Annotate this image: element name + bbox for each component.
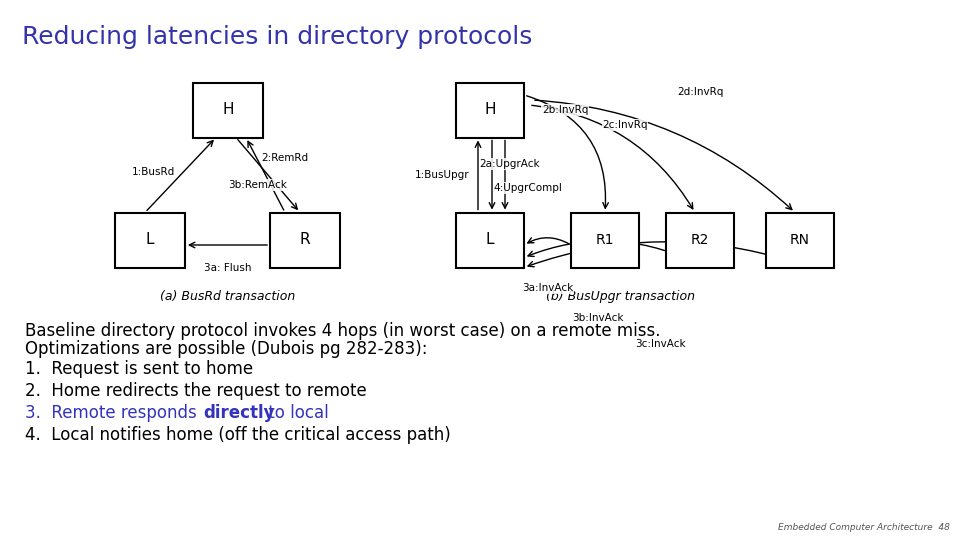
Bar (270, 213, 340, 267)
Bar (193, 83, 263, 138)
Text: 3b:RemAck: 3b:RemAck (228, 180, 287, 190)
Text: 2:RemRd: 2:RemRd (261, 153, 308, 163)
Text: R: R (300, 233, 310, 247)
Text: 3.  Remote responds: 3. Remote responds (25, 404, 202, 422)
Text: 3b:InvAck: 3b:InvAck (572, 313, 624, 323)
Bar (571, 213, 639, 267)
Text: 1.  Request is sent to home: 1. Request is sent to home (25, 360, 253, 378)
Text: to local: to local (263, 404, 328, 422)
Text: Baseline directory protocol invokes 4 hops (in worst case) on a remote miss.: Baseline directory protocol invokes 4 ho… (25, 322, 660, 340)
Text: R1: R1 (596, 233, 614, 247)
Text: R2: R2 (691, 233, 709, 247)
Text: 2a:UpgrAck: 2a:UpgrAck (480, 159, 540, 169)
Bar (666, 213, 734, 267)
Text: H: H (223, 103, 233, 118)
Text: Reducing latencies in directory protocols: Reducing latencies in directory protocol… (22, 25, 533, 49)
Bar (456, 83, 524, 138)
Bar (115, 213, 185, 267)
Text: directly: directly (203, 404, 275, 422)
Text: 3a: Flush: 3a: Flush (204, 263, 252, 273)
Text: 2d:InvRq: 2d:InvRq (677, 87, 723, 97)
Text: H: H (484, 103, 495, 118)
Text: 3a:InvAck: 3a:InvAck (522, 283, 574, 293)
Text: 1:BusRd: 1:BusRd (132, 167, 175, 177)
Text: 2b:InvRq: 2b:InvRq (541, 105, 588, 115)
Bar (456, 213, 524, 267)
Text: RN: RN (790, 233, 810, 247)
Text: Optimizations are possible (Dubois pg 282-283):: Optimizations are possible (Dubois pg 28… (25, 340, 427, 358)
Text: (b) BusUpgr transaction: (b) BusUpgr transaction (545, 290, 694, 303)
Text: 2c:InvRq: 2c:InvRq (602, 120, 648, 130)
Text: 2.  Home redirects the request to remote: 2. Home redirects the request to remote (25, 382, 367, 400)
Text: L: L (146, 233, 155, 247)
Text: Embedded Computer Architecture  48: Embedded Computer Architecture 48 (779, 523, 950, 532)
Bar (766, 213, 834, 267)
Text: 1:BusUpgr: 1:BusUpgr (415, 170, 469, 180)
Text: 3c:InvAck: 3c:InvAck (635, 339, 685, 349)
Text: L: L (486, 233, 494, 247)
Text: 4.  Local notifies home (off the critical access path): 4. Local notifies home (off the critical… (25, 426, 451, 444)
Text: (a) BusRd transaction: (a) BusRd transaction (160, 290, 296, 303)
Text: 4:UpgrCompl: 4:UpgrCompl (493, 183, 563, 193)
